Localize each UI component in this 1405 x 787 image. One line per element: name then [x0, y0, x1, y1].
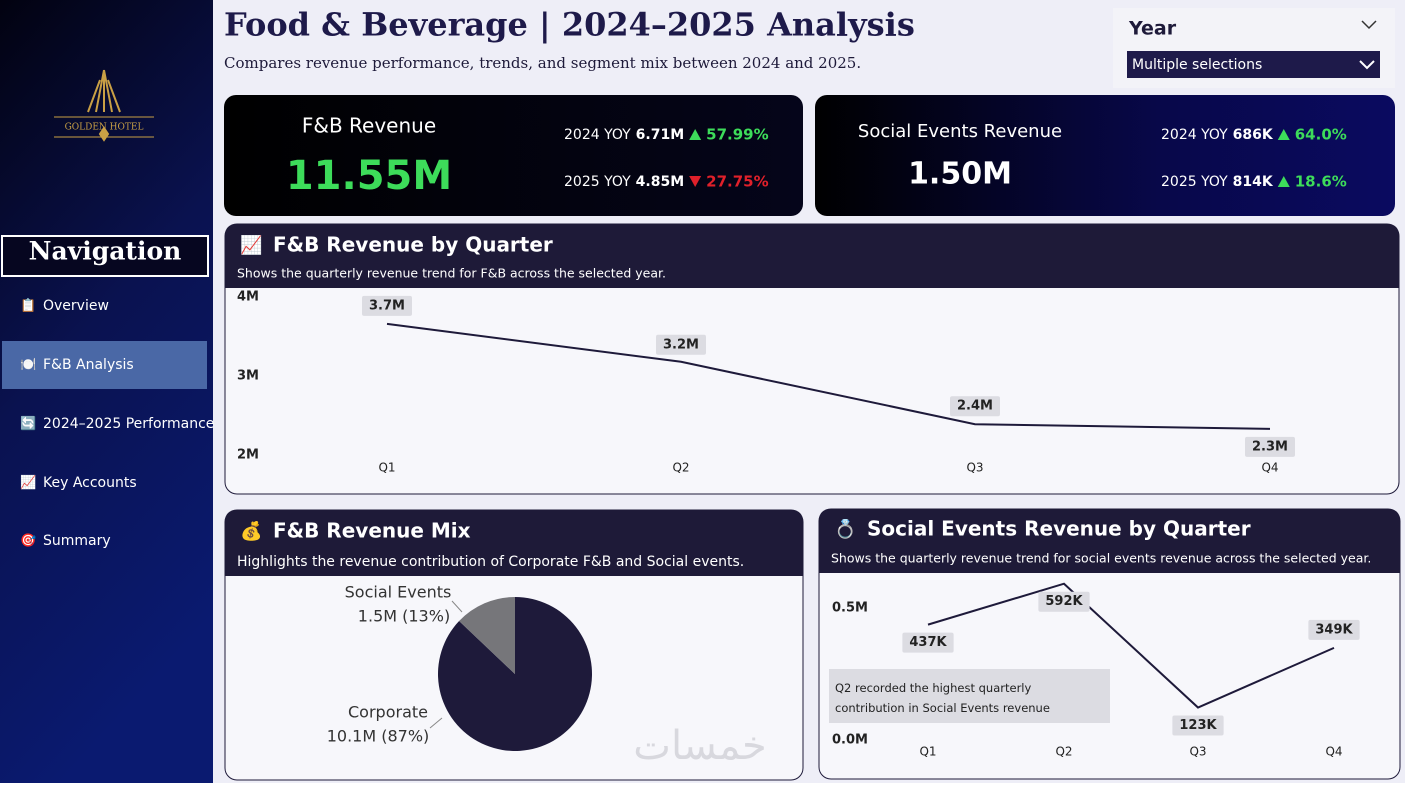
nav-icon[interactable]: 🍽️ — [20, 358, 36, 373]
slicer-dropdown[interactable] — [1127, 51, 1380, 78]
kpi-title: Social Events Revenue — [858, 121, 1062, 142]
kpi-arrow — [689, 176, 702, 187]
value-label: 123K — [1179, 718, 1217, 733]
slicer-label: Year — [1128, 18, 1177, 40]
nav-item[interactable]: F&B Analysis — [43, 357, 134, 373]
kpi-row-label: 2025 YOY — [1161, 174, 1228, 190]
chart-subtitle: Shows the quarterly revenue trend for F&… — [237, 266, 666, 281]
chart-icon: 💰 — [240, 520, 262, 542]
pie-label: Corporate — [348, 703, 428, 722]
page-subtitle: Compares revenue performance, trends, an… — [224, 54, 861, 72]
y-tick-label: 0.0M — [832, 733, 868, 748]
line — [386, 322, 1271, 430]
pie-value-label: 10.1M (87%) — [327, 727, 430, 746]
x-tick-label: Q3 — [1189, 745, 1206, 759]
y-tick-label: 0.5M — [832, 601, 868, 616]
kpi-change: 57.99% — [706, 126, 768, 144]
chart-subtitle: Shows the quarterly revenue trend for so… — [831, 551, 1371, 566]
nav-icon[interactable]: 🎯 — [20, 533, 36, 549]
chart-subtitle: Highlights the revenue contribution of C… — [237, 554, 744, 570]
kpi-row-label: 2025 YOY — [564, 174, 631, 190]
chevron[interactable] — [1361, 20, 1377, 30]
kpi-arrow — [1277, 176, 1290, 187]
value-label: 349K — [1315, 622, 1353, 637]
value-label-box — [1308, 619, 1360, 640]
kpi-card — [815, 95, 1395, 216]
nav-item[interactable]: Summary — [43, 533, 111, 549]
chart-title: F&B Revenue by Quarter — [273, 233, 553, 257]
logo-text: GOLDEN HOTEL — [65, 123, 144, 133]
nav-heading: Navigation — [29, 237, 182, 266]
kpi-row-value: 4.85M — [636, 174, 684, 190]
value-label: 2.4M — [957, 399, 993, 414]
chart-title: F&B Revenue Mix — [273, 519, 471, 543]
leader-line — [451, 600, 463, 613]
value-label: 3.7M — [369, 298, 405, 313]
value-label-box — [950, 396, 1000, 417]
nav-item[interactable]: 2024–2025 Performance — [43, 416, 214, 432]
x-tick-label: Q1 — [378, 461, 395, 475]
value-label-box — [656, 334, 706, 355]
nav-icon[interactable]: 📈 — [20, 475, 36, 491]
value-label: 3.2M — [663, 337, 699, 352]
kpi-row-value: 686K — [1233, 127, 1274, 143]
kpi-row-label: 2024 YOY — [564, 127, 631, 143]
kpi-change: 27.75% — [706, 173, 768, 191]
y-tick-label: 2M — [237, 448, 259, 463]
nav-item[interactable]: Overview — [43, 298, 109, 314]
annotation: Q2 recorded the highest quarterly contrib… — [835, 681, 1050, 715]
logo — [54, 69, 154, 142]
value-label-box — [1245, 436, 1295, 457]
line — [927, 582, 1335, 709]
x-tick-label: Q1 — [919, 745, 936, 759]
value-label-box — [1172, 715, 1224, 736]
pie-slice — [459, 597, 515, 674]
value-label-box — [1038, 591, 1090, 612]
x-tick-label: Q4 — [1325, 745, 1342, 759]
y-tick-label: 4M — [237, 290, 259, 305]
chart-title: Social Events Revenue by Quarter — [867, 517, 1251, 541]
annotation-box — [829, 669, 1110, 723]
kpi-card — [224, 95, 803, 216]
watermark: خمسات — [633, 723, 766, 769]
slicer-value: Multiple selections — [1132, 57, 1262, 73]
x-tick-label: Q2 — [1055, 745, 1072, 759]
kpi-value: 11.55M — [286, 153, 452, 199]
x-tick-label: Q2 — [672, 461, 689, 475]
kpi-change: 18.6% — [1295, 173, 1347, 191]
kpi-row-value: 814K — [1233, 174, 1274, 190]
y-tick-label: 3M — [237, 369, 259, 384]
x-tick-label: Q3 — [966, 461, 983, 475]
kpi-arrow — [1277, 129, 1290, 140]
nav-active — [2, 341, 207, 389]
x-tick-label: Q4 — [1261, 461, 1278, 475]
nav-icon[interactable]: 🔄 — [20, 416, 36, 432]
pie-value-label: 1.5M (13%) — [358, 607, 450, 626]
chart-icon: 💍 — [834, 518, 856, 540]
value-label-box — [902, 632, 954, 653]
kpi-arrow — [689, 129, 702, 140]
nav-item[interactable]: Key Accounts — [43, 475, 137, 491]
nav-heading-box — [1, 235, 209, 277]
chart-icon: 📈 — [240, 234, 262, 256]
kpi-title: F&B Revenue — [302, 114, 436, 138]
leader-line — [429, 717, 443, 729]
chart-header — [225, 224, 1399, 288]
chart-header — [225, 510, 803, 576]
kpi-value: 1.50M — [908, 157, 1012, 192]
value-label: 2.3M — [1252, 439, 1288, 454]
page-title: Food & Beverage | 2024–2025 Analysis — [224, 6, 915, 44]
kpi-row-value: 6.71M — [636, 127, 684, 143]
chart-header — [819, 509, 1400, 573]
value-label: 437K — [909, 635, 947, 650]
value-label: 592K — [1045, 594, 1083, 609]
pie-label: Social Events — [345, 583, 452, 602]
kpi-change: 64.0% — [1295, 126, 1347, 144]
kpi-row-label: 2024 YOY — [1161, 127, 1228, 143]
nav-icon[interactable]: 📋 — [20, 298, 36, 314]
dropdown-chevron[interactable] — [1359, 60, 1375, 70]
value-label-box — [362, 295, 412, 316]
